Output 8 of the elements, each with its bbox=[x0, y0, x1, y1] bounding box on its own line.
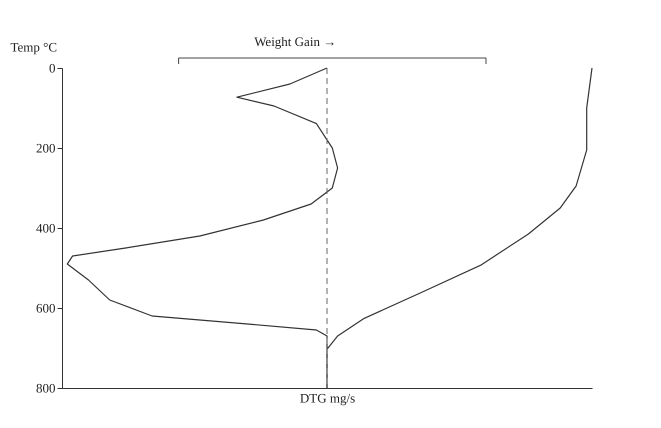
y-axis-title: Temp °C bbox=[10, 40, 58, 54]
y-tick-label: 400 bbox=[36, 220, 56, 236]
y-tick-label: 800 bbox=[36, 380, 56, 396]
y-tick-label: 200 bbox=[36, 140, 56, 156]
y-tick-label: 0 bbox=[49, 60, 56, 76]
x-axis-title: DTG mg/s bbox=[300, 390, 356, 406]
text: Weight Gain → bbox=[254, 34, 336, 49]
y-tick-label: 600 bbox=[36, 300, 56, 316]
